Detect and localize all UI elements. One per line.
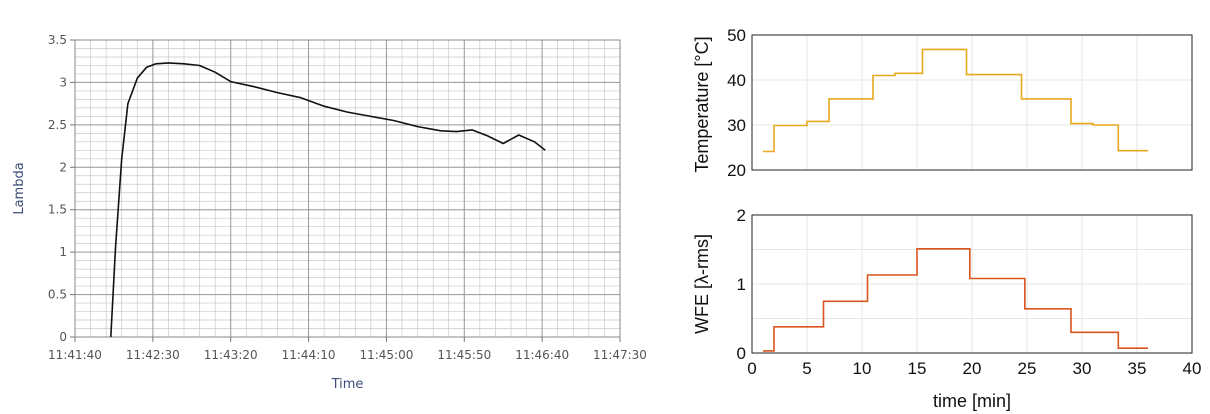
x-tick-label: 11:45:00 (359, 348, 413, 362)
x-tick-label: 25 (1018, 359, 1037, 378)
y-tick-label: 2 (737, 206, 746, 225)
lambda-time-chart: 0 0.5 1 1.5 2 2.5 3 3.5 11:41:40 11:42:30 11:43:2… (12, 33, 647, 392)
x-tick-label: 5 (802, 359, 811, 378)
y-tick-label: 1.5 (48, 203, 67, 217)
x-tick-label: 11:41:40 (48, 348, 102, 362)
y-axis-title-lambda: Lambda (12, 162, 27, 214)
y-axis-title-temperature: Temperature [°C] (692, 36, 712, 172)
x-tick-label: 0 (747, 359, 756, 378)
x-tick-label: 40 (1183, 359, 1202, 378)
x-tick-label: 11:45:50 (437, 348, 491, 362)
x-tick-label: 11:44:10 (282, 348, 336, 362)
x-tick-label: 30 (1073, 359, 1092, 378)
y-tick-label: 30 (727, 116, 746, 135)
y-tick-label: 50 (727, 26, 746, 45)
x-tick-label: 15 (908, 359, 927, 378)
plot-frame (751, 34, 1193, 171)
y-tick-label: 3 (59, 75, 67, 89)
y-tick-label: 40 (727, 71, 746, 90)
x-axis-title-time-min: time [min] (933, 391, 1011, 411)
wfe-series-line (763, 248, 1148, 352)
x-tick-label: 11:46:40 (515, 348, 569, 362)
y-tick-label: 1 (737, 275, 746, 294)
x-axis-title-time: Time (331, 377, 364, 392)
temperature-chart: 20 30 40 50 Temperature [°C] (692, 26, 1193, 180)
y-tick-label: 1 (59, 245, 67, 259)
y-tick-label: 0 (737, 344, 746, 363)
y-tick-label: 20 (727, 161, 746, 180)
plot-frame (751, 214, 1193, 354)
lambda-series-line (110, 62, 546, 338)
y-axis-title-wfe: WFE [λ-rms] (692, 234, 712, 334)
y-tick-label: 2.5 (48, 118, 67, 132)
x-tick-label: 10 (853, 359, 872, 378)
x-tick-label: 11:42:30 (126, 348, 180, 362)
x-tick-label: 11:47:30 (593, 348, 647, 362)
plot-frame (74, 39, 621, 338)
y-tick-label: 0.5 (48, 288, 67, 302)
y-tick-label: 2 (59, 160, 67, 174)
temperature-series-line (763, 48, 1148, 153)
y-tick-label: 0 (59, 330, 67, 344)
y-tick-label: 3.5 (48, 33, 67, 47)
x-tick-label: 35 (1128, 359, 1147, 378)
x-tick-label: 11:43:20 (204, 348, 258, 362)
wfe-chart: 0 1 2 0 5 10 15 20 25 30 35 40 WFE [λ-rms] time [m… (692, 206, 1201, 411)
x-tick-label: 20 (963, 359, 982, 378)
